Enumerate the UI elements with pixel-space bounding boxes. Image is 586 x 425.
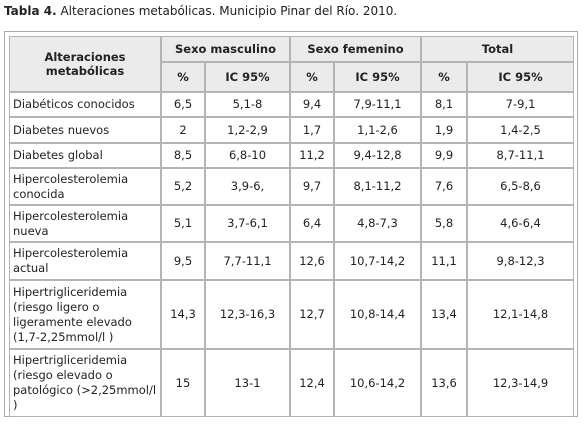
row-label: Diabéticos conocidos — [9, 92, 161, 117]
table-cell: 6,5-8,6 — [467, 168, 575, 205]
header-row-sub: % IC 95% % IC 95% % IC 95% — [9, 62, 575, 92]
table-cell: 7,9-11,1 — [334, 92, 421, 117]
table-frame: Alteraciones metabólicas Sexo masculino … — [4, 31, 578, 417]
table-cell: 5,8 — [421, 205, 467, 242]
table-cell: 9,5 — [161, 242, 205, 280]
table-row: Diabéticos conocidos 6,5 5,1-8 9,4 7,9-1… — [9, 92, 575, 117]
table-row: Hipercolesterolemia nueva 5,1 3,7-6,1 6,… — [9, 205, 575, 242]
table-cell: 1,2-2,9 — [205, 117, 290, 143]
sub-header: IC 95% — [467, 62, 575, 92]
group-header: Sexo masculino — [161, 36, 290, 62]
table-cell: 12,1-14,8 — [467, 280, 575, 349]
table-cell: 1,9 — [421, 117, 467, 143]
group-header: Sexo femenino — [290, 36, 421, 62]
group-header: Total — [421, 36, 575, 62]
table-cell: 10,8-14,4 — [334, 280, 421, 349]
table-cell: 11,2 — [290, 143, 334, 168]
sub-header: % — [421, 62, 467, 92]
table-row: Hipertrigliceridemia (riesgo ligero o li… — [9, 280, 575, 349]
table-cell: 4,6-6,4 — [467, 205, 575, 242]
table-cell: 11,1 — [421, 242, 467, 280]
table-cell: 13-1 — [205, 349, 290, 417]
caption-text: Alteraciones metabólicas. Municipio Pina… — [60, 4, 398, 18]
table-cell: 10,7-14,2 — [334, 242, 421, 280]
table-cell: 6,5 — [161, 92, 205, 117]
table-cell: 13,6 — [421, 349, 467, 417]
sub-header: IC 95% — [334, 62, 421, 92]
table-cell: 5,1 — [161, 205, 205, 242]
table-cell: 12,7 — [290, 280, 334, 349]
table-cell: 9,7 — [290, 168, 334, 205]
table-row: Hipertrigliceridemia (riesgo elevado o p… — [9, 349, 575, 417]
table-cell: 13,4 — [421, 280, 467, 349]
table-cell: 12,6 — [290, 242, 334, 280]
table-cell: 9,4-12,8 — [334, 143, 421, 168]
table-cell: 8,1-11,2 — [334, 168, 421, 205]
table-cell: 3,7-6,1 — [205, 205, 290, 242]
table-cell: 8,5 — [161, 143, 205, 168]
table-cell: 14,3 — [161, 280, 205, 349]
corner-header: Alteraciones metabólicas — [9, 36, 161, 92]
table-row: Hipercolesterolemia actual 9,5 7,7-11,1 … — [9, 242, 575, 280]
table-cell: 7-9,1 — [467, 92, 575, 117]
table-cell: 2 — [161, 117, 205, 143]
table-cell: 9,4 — [290, 92, 334, 117]
row-label: Hipercolesterolemia actual — [9, 242, 161, 280]
table-cell: 15 — [161, 349, 205, 417]
sub-header: IC 95% — [205, 62, 290, 92]
table-cell: 5,1-8 — [205, 92, 290, 117]
table-caption: Tabla 4. Alteraciones metabólicas. Munic… — [4, 3, 397, 19]
sub-header: % — [161, 62, 205, 92]
table-cell: 1,1-2,6 — [334, 117, 421, 143]
table-cell: 12,4 — [290, 349, 334, 417]
table-cell: 1,4-2,5 — [467, 117, 575, 143]
table-row: Diabetes global 8,5 6,8-10 11,2 9,4-12,8… — [9, 143, 575, 168]
table-cell: 9,9 — [421, 143, 467, 168]
table-cell: 3,9-6, — [205, 168, 290, 205]
table-cell: 10,6-14,2 — [334, 349, 421, 417]
table-row: Hipercolesterolemia conocida 5,2 3,9-6, … — [9, 168, 575, 205]
caption-prefix: Tabla 4. — [4, 4, 57, 18]
table-cell: 7,7-11,1 — [205, 242, 290, 280]
table-cell: 6,8-10 — [205, 143, 290, 168]
table-cell: 1,7 — [290, 117, 334, 143]
table-cell: 4,8-7,3 — [334, 205, 421, 242]
table-cell: 8,7-11,1 — [467, 143, 575, 168]
metabolic-alterations-table: Alteraciones metabólicas Sexo masculino … — [9, 36, 575, 417]
row-label: Diabetes global — [9, 143, 161, 168]
row-label: Diabetes nuevos — [9, 117, 161, 143]
table-cell: 6,4 — [290, 205, 334, 242]
table-row: Diabetes nuevos 2 1,2-2,9 1,7 1,1-2,6 1,… — [9, 117, 575, 143]
row-label: Hipertrigliceridemia (riesgo elevado o p… — [9, 349, 161, 417]
row-label: Hipercolesterolemia nueva — [9, 205, 161, 242]
table-cell: 12,3-16,3 — [205, 280, 290, 349]
row-label: Hipertrigliceridemia (riesgo ligero o li… — [9, 280, 161, 349]
table-cell: 8,1 — [421, 92, 467, 117]
sub-header: % — [290, 62, 334, 92]
header-row-groups: Alteraciones metabólicas Sexo masculino … — [9, 36, 575, 92]
table-cell: 12,3-14,9 — [467, 349, 575, 417]
table-cell: 5,2 — [161, 168, 205, 205]
table-cell: 7,6 — [421, 168, 467, 205]
row-label: Hipercolesterolemia conocida — [9, 168, 161, 205]
table-cell: 9,8-12,3 — [467, 242, 575, 280]
